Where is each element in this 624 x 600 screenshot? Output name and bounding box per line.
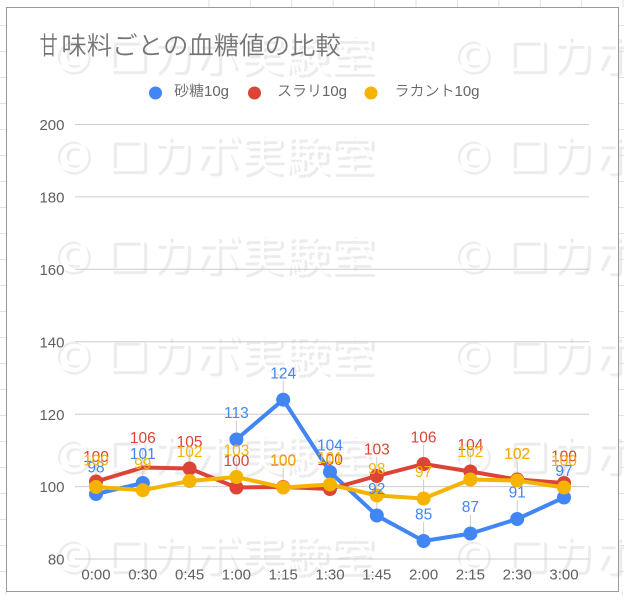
svg-text:106: 106 [130,430,156,447]
svg-text:100: 100 [223,453,249,470]
svg-text:100: 100 [83,449,109,466]
svg-text:10g: 10g [455,83,480,100]
svg-text:0:30: 0:30 [128,567,157,584]
svg-text:85: 85 [415,507,432,524]
svg-text:0:45: 0:45 [175,567,204,584]
svg-text:101: 101 [317,450,343,467]
svg-text:113: 113 [224,405,249,422]
svg-text:100: 100 [551,449,577,466]
svg-text:100: 100 [270,453,296,470]
svg-text:91: 91 [509,485,526,502]
svg-text:140: 140 [39,334,64,351]
svg-text:2:15: 2:15 [456,567,485,584]
svg-text:98: 98 [87,460,104,477]
svg-text:200: 200 [39,117,64,134]
svg-text:105: 105 [177,434,203,451]
svg-text:102: 102 [504,446,530,463]
svg-text:99: 99 [134,456,151,473]
svg-text:102: 102 [177,444,203,461]
svg-text:3:00: 3:00 [549,567,578,584]
svg-text:97: 97 [555,463,572,480]
svg-text:102: 102 [457,444,483,461]
svg-text:100: 100 [317,452,343,469]
svg-text:87: 87 [462,499,479,516]
svg-text:2:30: 2:30 [503,567,532,584]
svg-text:120: 120 [39,407,64,424]
svg-text:106: 106 [411,430,437,447]
svg-text:92: 92 [368,481,385,498]
svg-text:1:00: 1:00 [222,567,251,584]
svg-text:100: 100 [39,479,64,496]
svg-text:180: 180 [39,190,64,207]
svg-text:101: 101 [130,446,156,463]
svg-text:80: 80 [48,552,65,569]
svg-text:100: 100 [83,453,109,470]
svg-text:2:00: 2:00 [409,567,438,584]
svg-text:1:15: 1:15 [269,567,298,584]
svg-text:103: 103 [223,443,249,460]
svg-text:102: 102 [504,446,530,463]
svg-text:97: 97 [415,464,432,481]
svg-text:160: 160 [39,262,64,279]
svg-text:10g: 10g [204,83,229,100]
svg-text:100: 100 [270,453,296,470]
svg-text:104: 104 [457,437,483,454]
svg-text:124: 124 [270,365,296,382]
svg-text:1:45: 1:45 [362,567,391,584]
svg-text:0:00: 0:00 [81,567,110,584]
svg-text:103: 103 [364,442,390,459]
svg-text:104: 104 [317,438,343,455]
svg-text:1:30: 1:30 [315,567,344,584]
svg-text:98: 98 [368,461,385,478]
svg-text:10g: 10g [322,83,347,100]
svg-text:100: 100 [551,453,577,470]
